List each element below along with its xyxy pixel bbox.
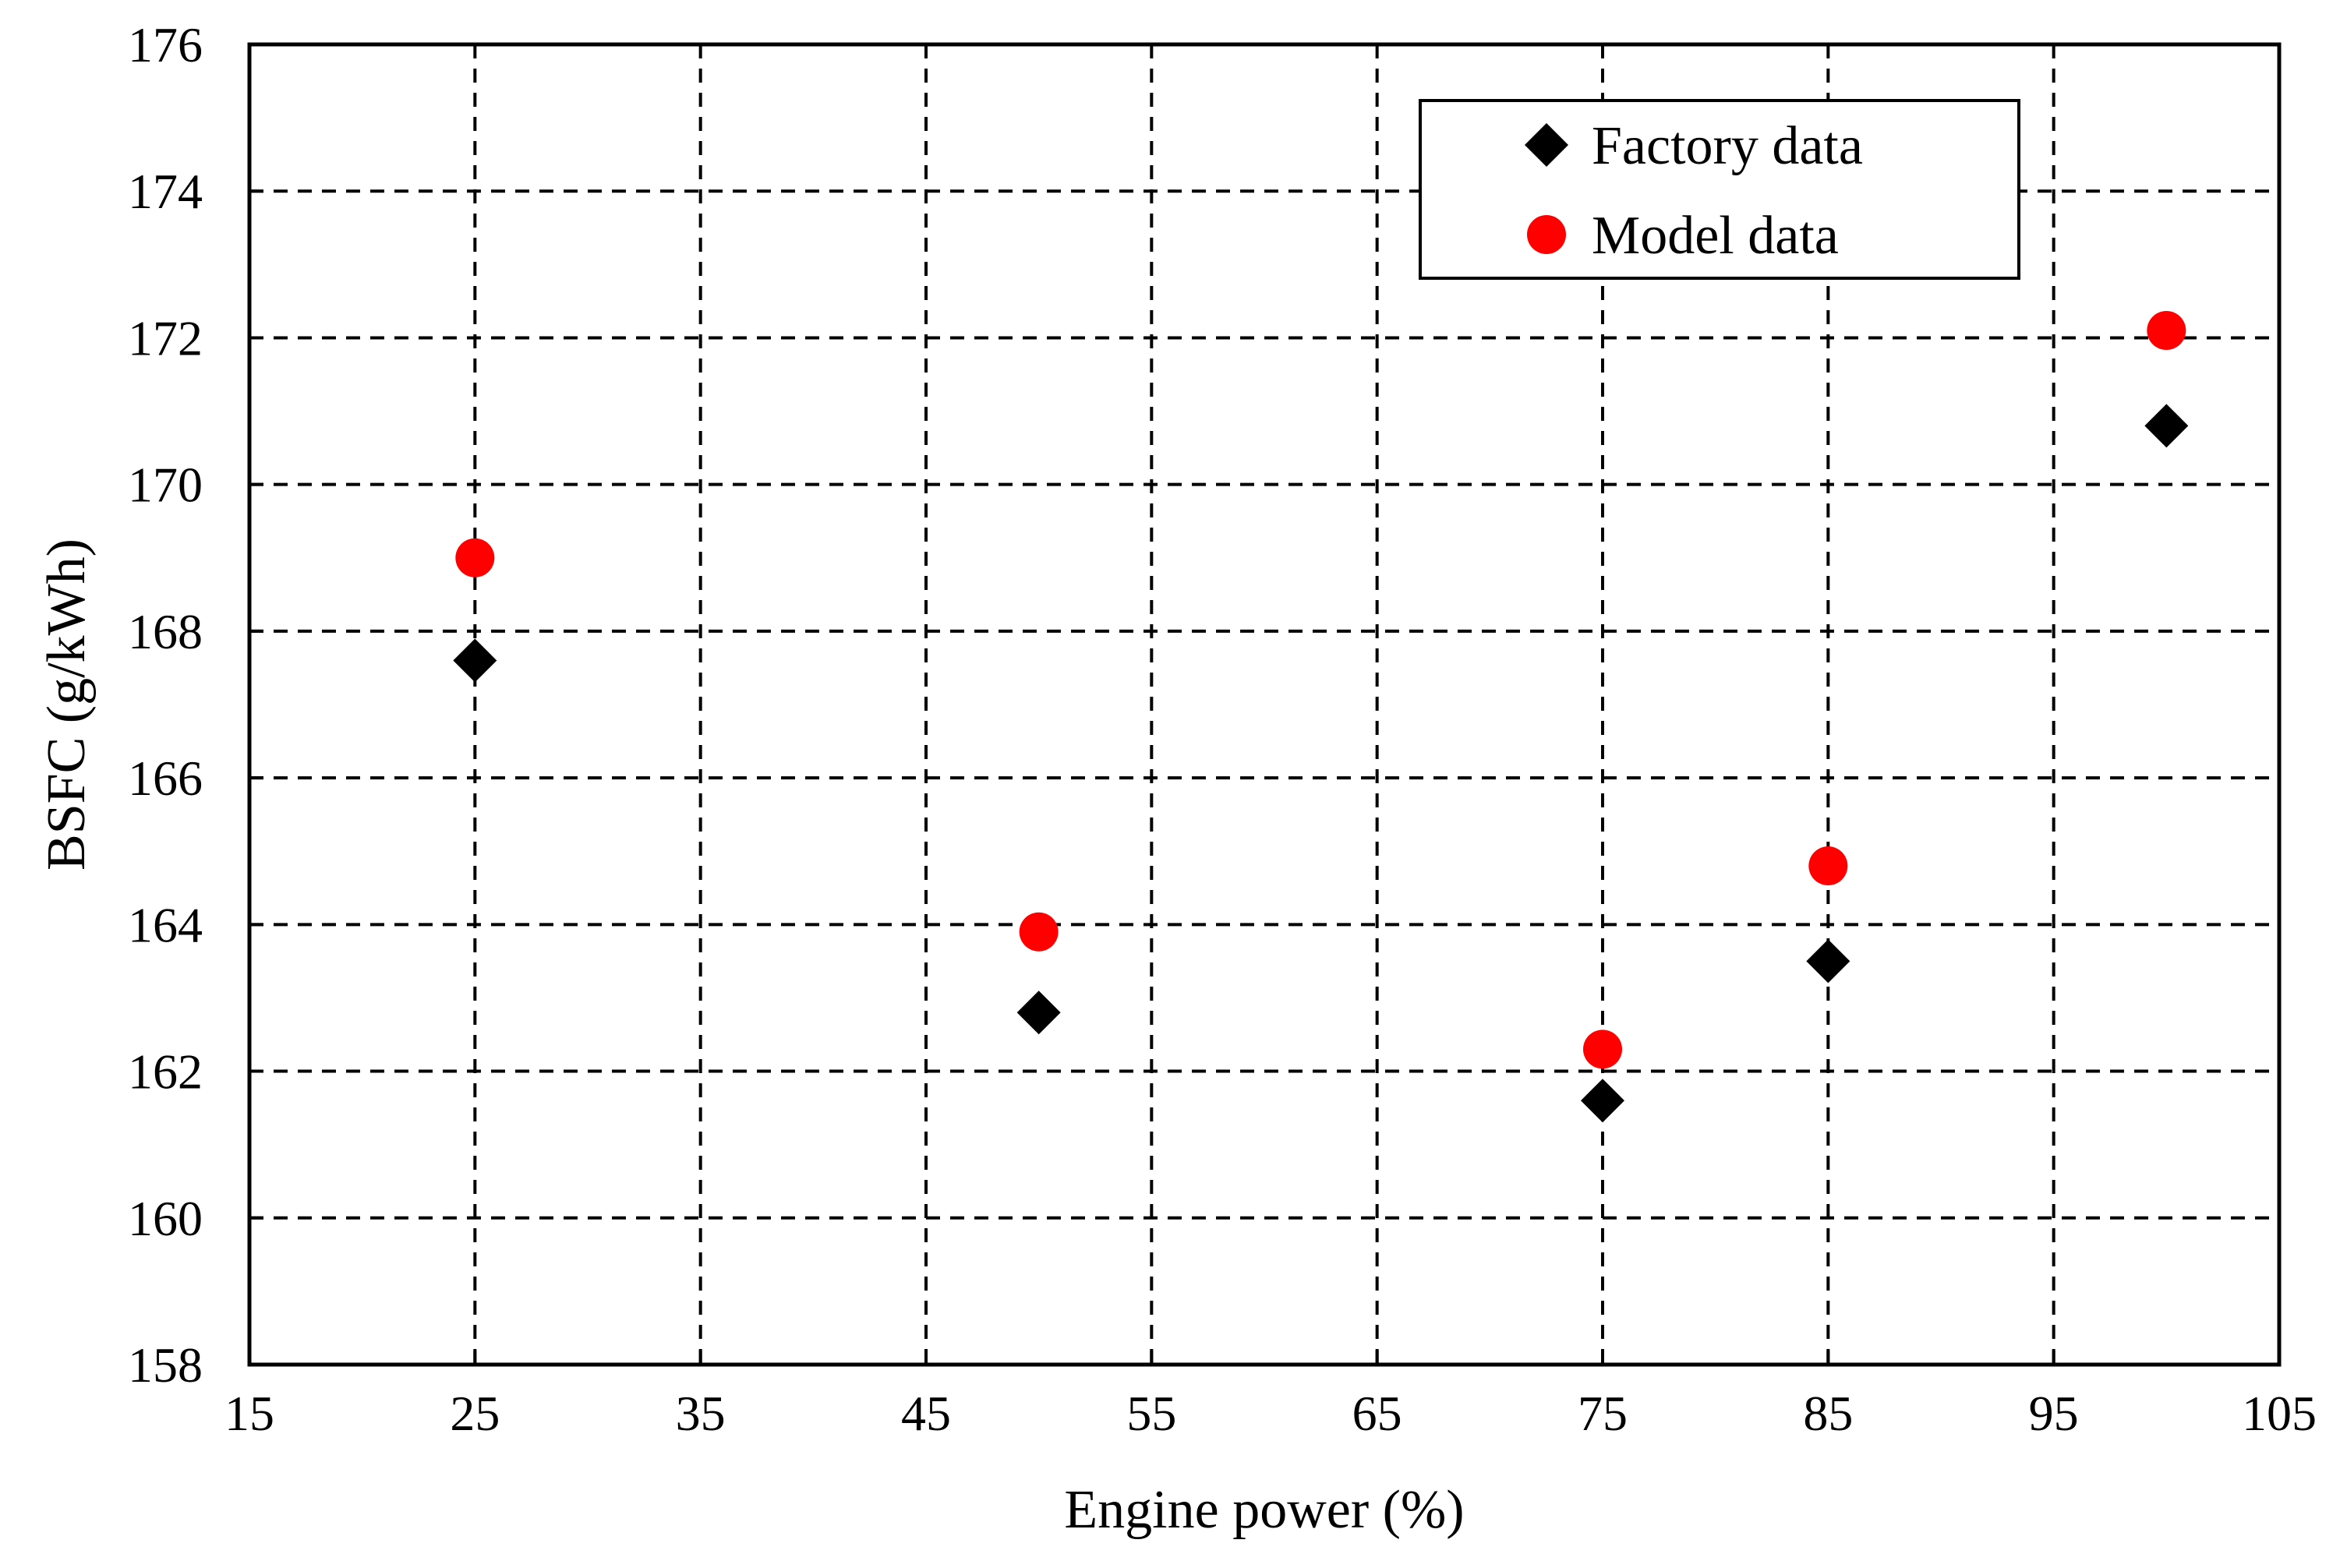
- legend-label: Model data: [1592, 206, 1839, 266]
- factory-data-point: [453, 638, 497, 683]
- x-tick-label: 95: [2029, 1386, 2079, 1441]
- plot-area-frame: [247, 42, 2282, 1367]
- x-axis-title: Engine power (%): [1064, 1480, 1464, 1540]
- legend: Factory data Model data: [1419, 99, 2020, 280]
- x-tick-label: 65: [1352, 1386, 1402, 1441]
- legend-diamond-marker: [1525, 123, 1568, 167]
- x-tick-label: 55: [1126, 1386, 1176, 1441]
- y-axis-title: BSFC (g/kWh): [37, 539, 97, 871]
- y-tick-label: 166: [128, 750, 203, 806]
- model-data-point: [2147, 311, 2186, 351]
- model-data-point: [1019, 912, 1059, 952]
- legend-entries: Factory data Model data: [1525, 116, 1863, 266]
- x-tick-label: 75: [1578, 1386, 1628, 1441]
- x-tick-label: 25: [450, 1386, 500, 1441]
- y-tick-label: 158: [128, 1337, 203, 1393]
- legend-circle-marker: [1527, 215, 1566, 254]
- y-tick-label: 162: [128, 1044, 203, 1100]
- y-tick-label: 172: [128, 310, 203, 366]
- y-tick-label: 174: [128, 164, 203, 219]
- legend-label: Factory data: [1592, 116, 1863, 176]
- x-tick-label: 35: [676, 1386, 726, 1441]
- x-tick-label: 45: [901, 1386, 951, 1441]
- factory-data-point: [1016, 991, 1061, 1035]
- model-data-point: [1583, 1029, 1622, 1069]
- x-tick-label: 105: [2242, 1386, 2317, 1441]
- x-axis-ticks: 15 25 35 45 55 65 75 85 95 105: [224, 1351, 2317, 1441]
- data-points: [453, 311, 2189, 1123]
- factory-data-point: [1806, 939, 1850, 984]
- y-axis-ticks: 158 160 162 164 166 168 170 172 174 176: [128, 17, 263, 1393]
- model-data-point: [1808, 846, 1848, 886]
- y-tick-label: 160: [128, 1191, 203, 1246]
- y-tick-label: 168: [128, 604, 203, 659]
- factory-data-point: [2144, 404, 2189, 448]
- x-tick-label: 85: [1803, 1386, 1853, 1441]
- y-tick-label: 176: [128, 17, 203, 72]
- model-data-point: [455, 538, 495, 577]
- y-tick-label: 164: [128, 897, 203, 952]
- y-tick-label: 170: [128, 457, 203, 513]
- legend-box: [1419, 99, 2020, 280]
- factory-data-point: [1581, 1079, 1624, 1123]
- x-tick-label: 15: [224, 1386, 274, 1441]
